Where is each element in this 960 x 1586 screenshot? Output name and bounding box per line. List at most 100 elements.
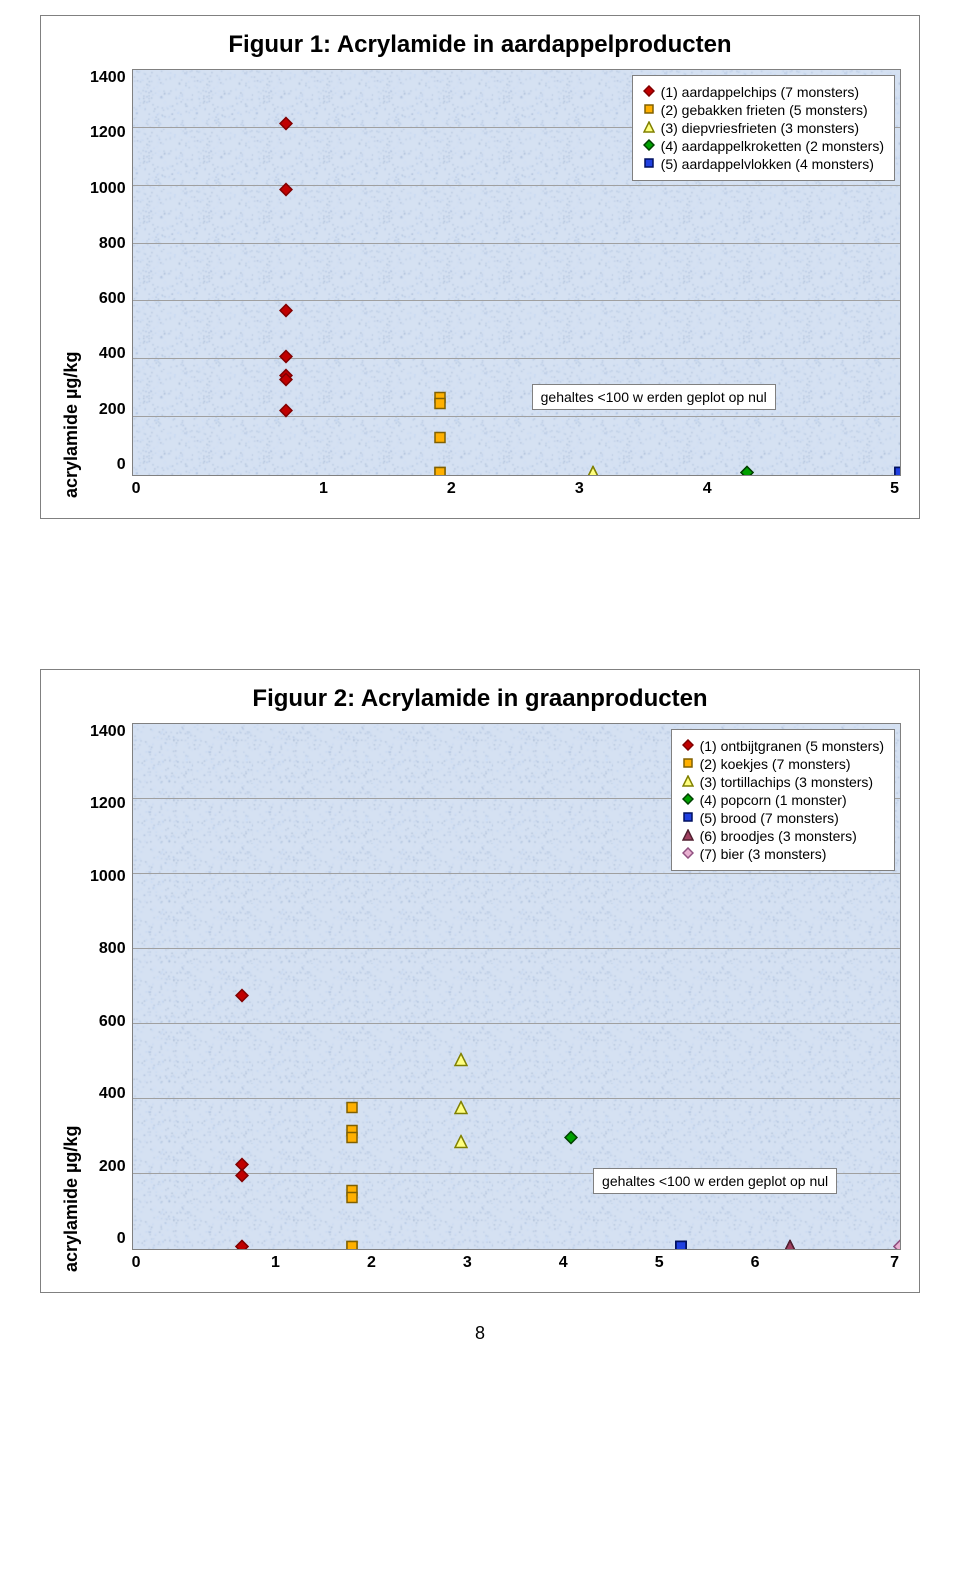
chart-2-ylabel: acrylamide µg/kg [61, 723, 82, 1272]
legend-label: (4) aardappelkroketten (2 monsters) [661, 138, 884, 154]
chart-1-ylabel: acrylamide µg/kg [61, 69, 82, 498]
legend-label: (5) brood (7 monsters) [700, 810, 839, 826]
legend-label: (5) aardappelvlokken (4 monsters) [661, 156, 874, 172]
xtick-label: 0 [132, 480, 260, 498]
chart-1-plot: (1) aardappelchips (7 monsters) (2) gebak… [132, 69, 901, 476]
legend-row: (4) aardappelkroketten (2 monsters) [643, 138, 884, 154]
data-point [740, 466, 754, 477]
xtick-label: 3 [515, 480, 643, 498]
ytick-label: 200 [99, 401, 126, 419]
xtick-label: 2 [323, 1254, 419, 1272]
ytick-label: 0 [117, 456, 126, 474]
legend-row: (7) bier (3 monsters) [682, 846, 884, 862]
xtick-label: 3 [419, 1254, 515, 1272]
legend-label: (2) gebakken frieten (5 monsters) [661, 102, 868, 118]
data-point [235, 988, 249, 1007]
chart-1-title: Figuur 1: Acrylamide in aardappelproduct… [61, 31, 899, 59]
chart-note: gehaltes <100 w erden geplot op nul [532, 384, 776, 410]
data-point [345, 1131, 359, 1150]
ytick-label: 400 [99, 345, 126, 363]
diamond-icon [682, 846, 694, 862]
legend-label: (7) bier (3 monsters) [700, 846, 827, 862]
ytick-label: 400 [99, 1085, 126, 1103]
data-point [235, 1168, 249, 1187]
legend-label: (2) koekjes (7 monsters) [700, 756, 851, 772]
triangle-icon [682, 774, 694, 790]
triangle-icon [643, 120, 655, 136]
legend-label: (3) diepvriesfrieten (3 monsters) [661, 120, 859, 136]
ytick-label: 1000 [90, 868, 126, 886]
data-point [235, 1240, 249, 1251]
data-point [674, 1240, 688, 1251]
legend-row: (2) koekjes (7 monsters) [682, 756, 884, 772]
ytick-label: 800 [99, 235, 126, 253]
data-point [454, 1135, 468, 1154]
chart-2-xticks: 01234567 [132, 1254, 899, 1272]
ytick-label: 200 [99, 1158, 126, 1176]
legend-label: (4) popcorn (1 monster) [700, 792, 847, 808]
page-number: 8 [0, 1323, 960, 1344]
triangle-icon [682, 828, 694, 844]
legend-label: (3) tortillachips (3 monsters) [700, 774, 874, 790]
data-point [345, 1191, 359, 1210]
diamond-icon [643, 138, 655, 154]
data-point [564, 1131, 578, 1150]
data-point [345, 1101, 359, 1120]
data-point [454, 1101, 468, 1120]
ytick-label: 600 [99, 290, 126, 308]
ytick-label: 600 [99, 1013, 126, 1031]
ytick-label: 1200 [90, 124, 126, 142]
square-icon [682, 756, 694, 772]
xtick-label: 1 [260, 480, 388, 498]
chart-1-container: Figuur 1: Acrylamide in aardappelproduct… [40, 15, 920, 519]
ytick-label: 1400 [90, 723, 126, 741]
ytick-label: 0 [117, 1230, 126, 1248]
data-point [279, 117, 293, 136]
data-point [893, 1240, 901, 1251]
legend-label: (1) aardappelchips (7 monsters) [661, 84, 859, 100]
square-icon [643, 156, 655, 172]
chart-legend: (1) aardappelchips (7 monsters) (2) gebak… [632, 75, 895, 181]
xtick-label: 5 [611, 1254, 707, 1272]
chart-1-yticks: 1400 1200 1000 800 600 400 200 0 [90, 69, 132, 474]
xtick-label: 2 [387, 480, 515, 498]
data-point [279, 350, 293, 369]
xtick-label: 1 [228, 1254, 324, 1272]
legend-row: (5) aardappelvlokken (4 monsters) [643, 156, 884, 172]
data-point [279, 373, 293, 392]
ytick-label: 1200 [90, 795, 126, 813]
chart-2-yticks: 1400 1200 1000 800 600 400 200 0 [90, 723, 132, 1248]
chart-2-container: Figuur 2: Acrylamide in graanproducten a… [40, 669, 920, 1293]
diamond-icon [643, 84, 655, 100]
xtick-label: 7 [803, 1254, 899, 1272]
ytick-label: 1400 [90, 69, 126, 87]
square-icon [643, 102, 655, 118]
data-point [345, 1240, 359, 1251]
chart-note: gehaltes <100 w erden geplot op nul [593, 1168, 837, 1194]
data-point [279, 403, 293, 422]
legend-label: (6) broodjes (3 monsters) [700, 828, 857, 844]
chart-legend: (1) ontbijtgranen (5 monsters) (2) koekje… [671, 729, 895, 871]
xtick-label: 4 [515, 1254, 611, 1272]
ytick-label: 800 [99, 940, 126, 958]
diamond-icon [682, 792, 694, 808]
data-point [433, 466, 447, 477]
ytick-label: 1000 [90, 180, 126, 198]
data-point [586, 466, 600, 477]
legend-row: (3) tortillachips (3 monsters) [682, 774, 884, 790]
legend-row: (2) gebakken frieten (5 monsters) [643, 102, 884, 118]
xtick-label: 0 [132, 1254, 228, 1272]
legend-row: (1) aardappelchips (7 monsters) [643, 84, 884, 100]
legend-row: (6) broodjes (3 monsters) [682, 828, 884, 844]
legend-row: (4) popcorn (1 monster) [682, 792, 884, 808]
legend-row: (3) diepvriesfrieten (3 monsters) [643, 120, 884, 136]
legend-label: (1) ontbijtgranen (5 monsters) [700, 738, 884, 754]
data-point [783, 1240, 797, 1251]
data-point [454, 1052, 468, 1071]
xtick-label: 6 [707, 1254, 803, 1272]
chart-1-xticks: 012345 [132, 480, 899, 498]
legend-row: (1) ontbijtgranen (5 monsters) [682, 738, 884, 754]
data-point [279, 182, 293, 201]
chart-2-plot: (1) ontbijtgranen (5 monsters) (2) koekje… [132, 723, 901, 1250]
chart-2-title: Figuur 2: Acrylamide in graanproducten [61, 685, 899, 713]
